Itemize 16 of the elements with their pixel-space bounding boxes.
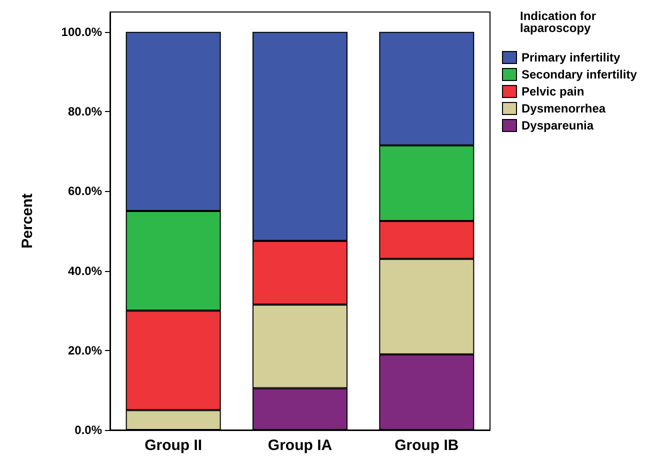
legend-label: Secondary infertility — [522, 68, 638, 82]
x-tick-label: Group IA — [268, 437, 332, 454]
legend-title: Indication for laparoscopy — [520, 9, 596, 35]
y-tick-label: 60.0% — [68, 184, 102, 198]
y-tick-label: 20.0% — [68, 343, 102, 358]
x-tick-label: Group IB — [394, 437, 459, 454]
y-tick-label: 100.0% — [61, 24, 102, 39]
legend-label: Primary infertility — [522, 50, 621, 64]
x-tick-label: Group II — [144, 437, 202, 454]
y-tick-label: 40.0% — [68, 264, 102, 278]
y-axis-title: Percent — [19, 193, 36, 249]
legend-label: Dysmenorrhea — [522, 102, 606, 116]
legend-label: Dyspareunia — [522, 118, 594, 132]
legend-label: Pelvic pain — [522, 84, 584, 98]
y-tick-label: 0.0% — [74, 423, 102, 437]
y-tick-label: 80.0% — [68, 104, 102, 119]
